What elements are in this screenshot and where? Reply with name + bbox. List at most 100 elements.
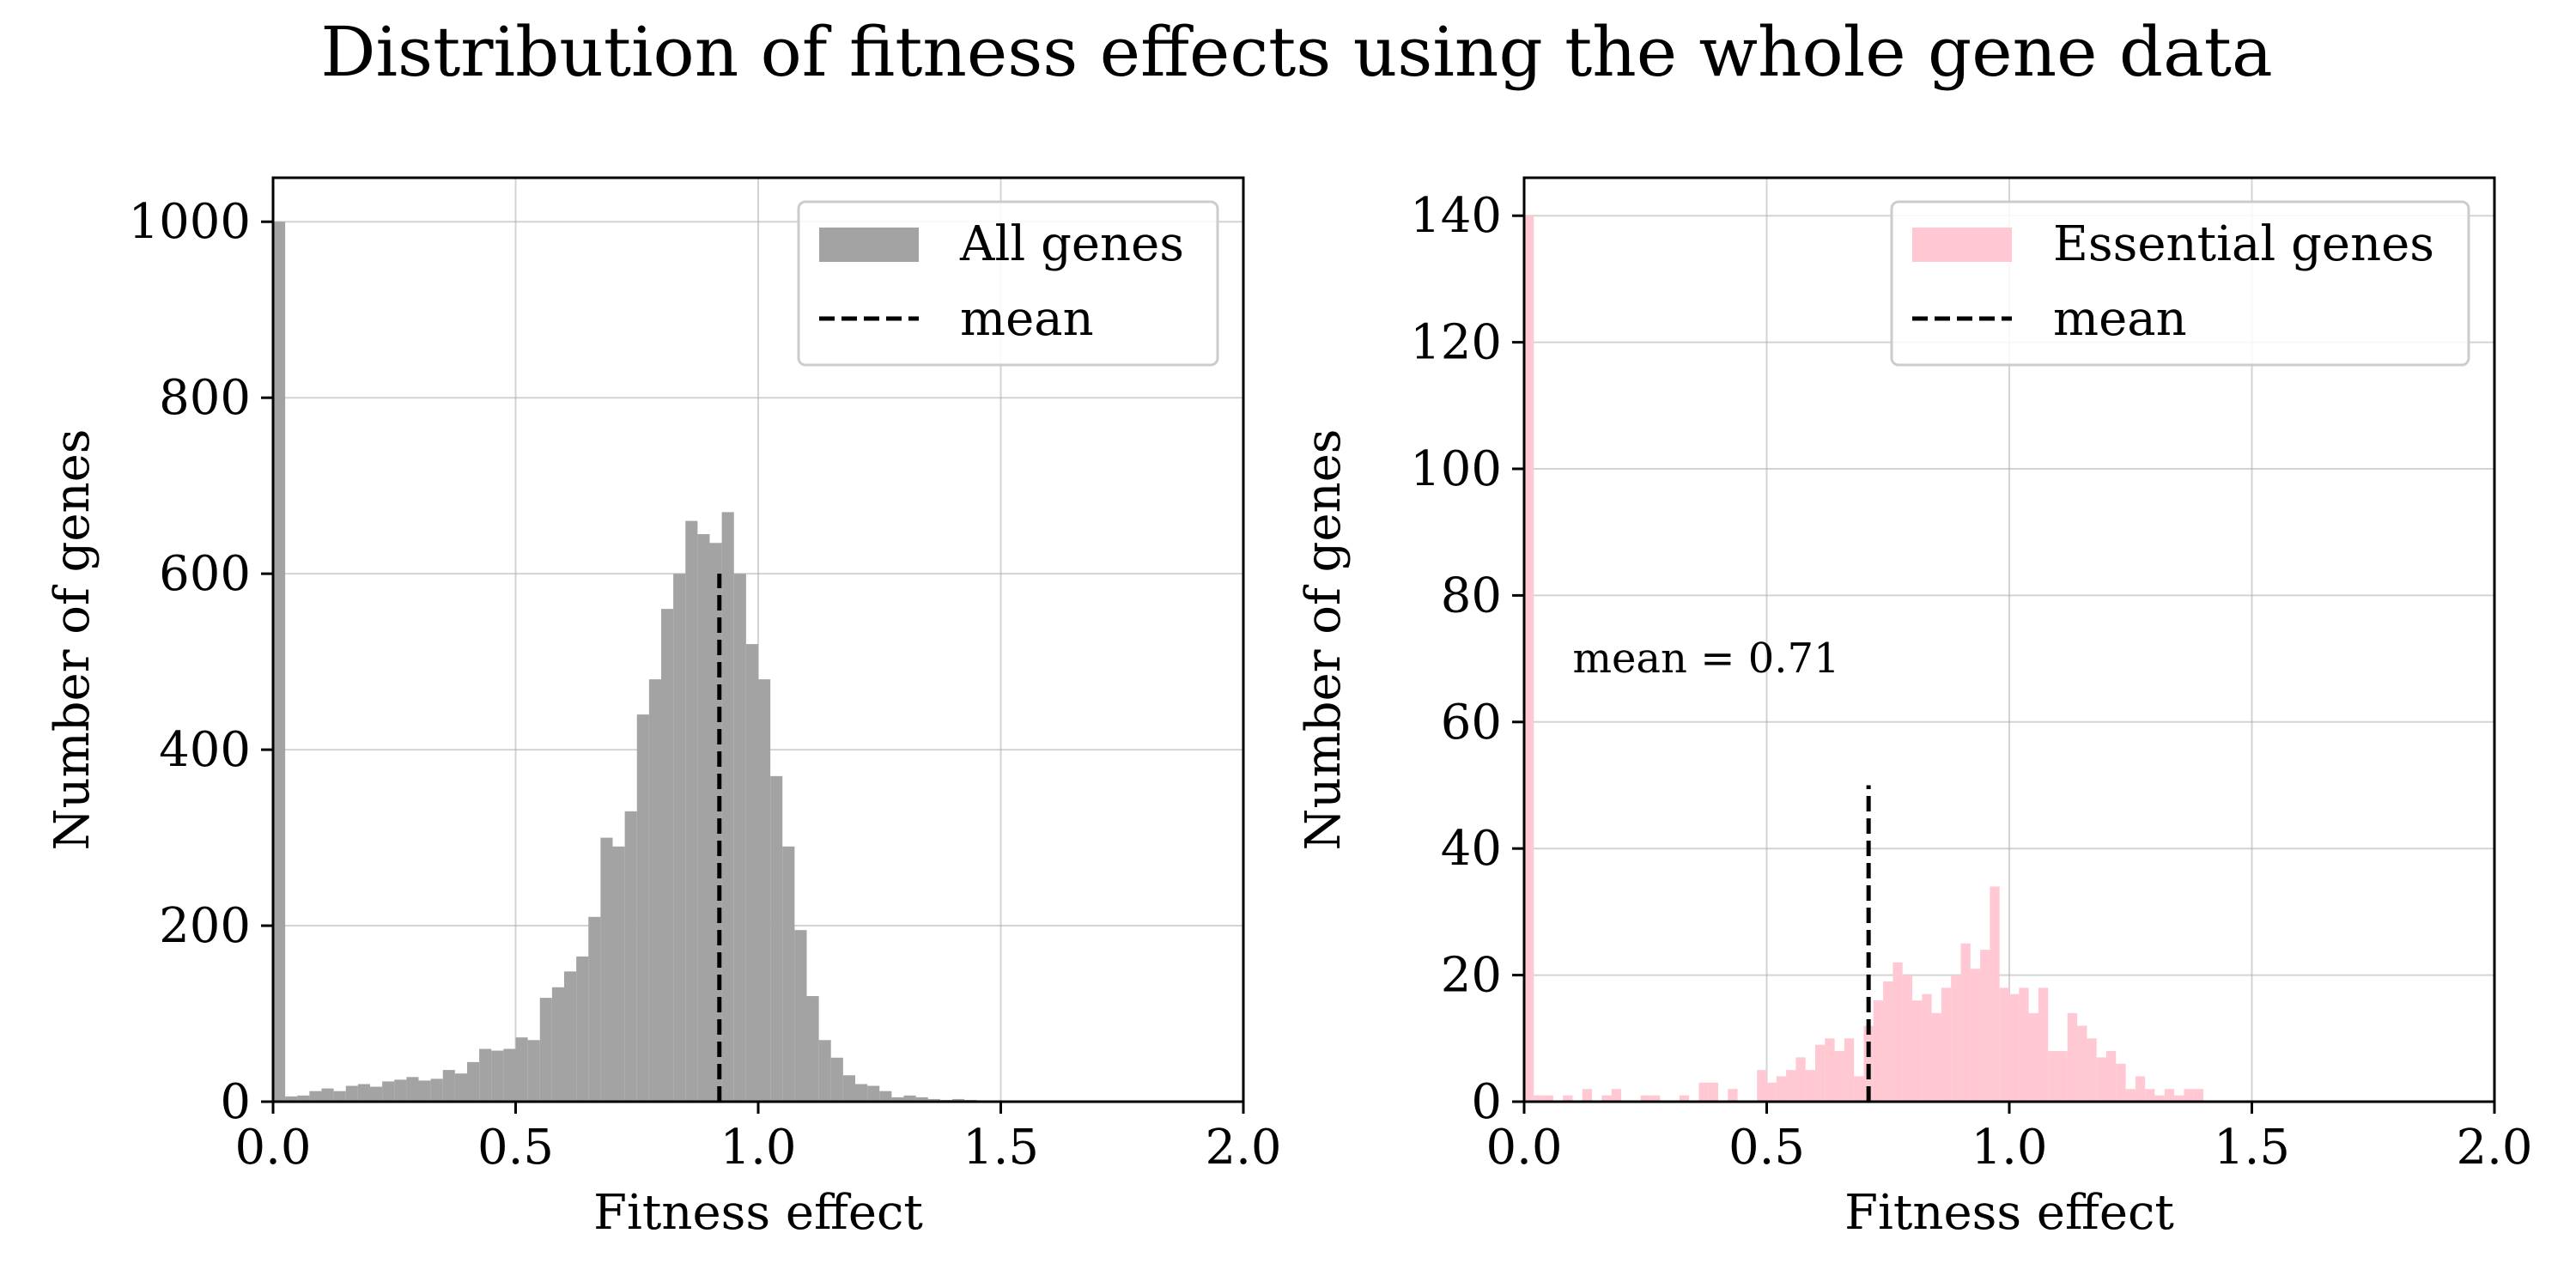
y-tick-label: 120 <box>1410 315 1502 371</box>
histogram-bar <box>2067 1012 2078 1102</box>
histogram-bar <box>1776 1076 1787 1102</box>
histogram-bar <box>1970 969 1981 1102</box>
histogram-bar <box>636 714 649 1102</box>
histogram-bar <box>697 534 710 1102</box>
legend: Essential genes mean <box>1890 200 2470 367</box>
histogram-bar <box>806 996 819 1102</box>
histogram-bar <box>442 1070 455 1102</box>
histogram-bar <box>1534 1095 1544 1102</box>
x-tick-label: 0.5 <box>477 1120 554 1176</box>
histogram-bar <box>345 1085 358 1102</box>
histogram-bar <box>491 1050 504 1102</box>
histogram-bar <box>1883 981 1893 1102</box>
histogram-bar <box>321 1088 334 1102</box>
histogram-bar <box>370 1086 383 1102</box>
y-axis-label: Number of genes <box>1296 429 1352 851</box>
histogram-bar <box>503 1048 516 1102</box>
histogram-bar <box>297 1095 310 1102</box>
legend-box <box>1890 200 2470 367</box>
histogram-bar <box>745 644 758 1102</box>
x-tick-label: 1.5 <box>2214 1120 2290 1176</box>
histogram-bar <box>1698 1082 1709 1102</box>
histogram-bar <box>1679 1095 1690 1102</box>
histogram-bar <box>333 1091 346 1102</box>
histogram-bar <box>1902 975 1912 1102</box>
histogram-bar <box>467 1061 480 1102</box>
histogram-bar <box>2057 1051 2068 1102</box>
legend: All genes mean <box>797 200 1219 367</box>
y-tick-label: 140 <box>1410 188 1502 244</box>
legend-label-mean: mean <box>960 291 1094 347</box>
histogram-bar <box>2028 1012 2038 1102</box>
histogram-bar <box>2087 1038 2097 1102</box>
y-tick-label: 20 <box>1441 948 1502 1004</box>
figure-title: Distribution of fitness effects using th… <box>320 12 2272 92</box>
histogram-bar <box>1582 1089 1593 1102</box>
histogram-bar <box>1640 1095 1650 1102</box>
histogram-bar <box>2019 987 2029 1102</box>
y-tick-label: 80 <box>1441 568 1502 623</box>
histogram-bar <box>770 775 783 1102</box>
histogram-bar <box>394 1079 407 1102</box>
y-tick-label: 100 <box>1410 441 1502 497</box>
histogram-bar <box>309 1091 322 1102</box>
legend-label-histogram: Essential genes <box>2053 216 2434 272</box>
histogram-bar <box>1601 1095 1612 1102</box>
histogram-bar <box>600 837 613 1102</box>
histogram-bar <box>539 998 552 1102</box>
y-tick-label: 0 <box>1471 1074 1502 1130</box>
x-tick-label: 2.0 <box>1205 1120 1281 1176</box>
histogram-bar <box>685 520 698 1102</box>
histogram-bar <box>1649 1095 1661 1102</box>
x-tick-label: 1.0 <box>720 1120 796 1176</box>
y-tick-label: 40 <box>1441 821 1502 877</box>
histogram-bar <box>2009 993 2020 1102</box>
histogram-bar <box>430 1078 443 1102</box>
histogram-bar <box>661 609 674 1102</box>
histogram-bar <box>2135 1076 2146 1102</box>
histogram-bar <box>2116 1063 2126 1102</box>
legend-swatch-histogram <box>1912 228 2012 262</box>
histogram-bar <box>818 1040 831 1102</box>
x-tick-label: 0.5 <box>1728 1120 1805 1176</box>
histogram-bar <box>1960 943 1971 1102</box>
histogram-bar <box>782 846 795 1102</box>
histogram-bar <box>2077 1025 2087 1102</box>
legend-label-mean: mean <box>2053 291 2187 347</box>
y-tick-label: 1000 <box>128 194 251 250</box>
histogram-bar <box>612 846 625 1102</box>
histogram-bar <box>1563 1095 1573 1102</box>
histogram-bar <box>2145 1089 2155 1102</box>
histogram-bar <box>927 1098 940 1102</box>
legend-label-histogram: All genes <box>959 216 1184 272</box>
histogram-bar <box>418 1080 431 1102</box>
histogram-bar <box>576 956 589 1102</box>
histogram-bar <box>1854 1076 1864 1102</box>
histogram-bar <box>1834 1051 1844 1102</box>
histogram-bar <box>673 574 686 1102</box>
histogram-bar <box>2164 1089 2175 1102</box>
histogram-bar <box>2174 1095 2184 1102</box>
x-tick-label: 1.0 <box>1971 1120 2047 1176</box>
histogram-bar <box>1990 886 2000 1102</box>
histogram-bar <box>1980 950 1990 1102</box>
histogram-bar <box>1999 987 2009 1102</box>
histogram-bar <box>648 679 661 1102</box>
histogram-bar <box>1844 1038 1855 1102</box>
histogram-bar <box>2048 1051 2058 1102</box>
histogram-bar <box>624 811 637 1102</box>
histogram-bar <box>1524 216 1534 1102</box>
histogram-bar <box>1708 1082 1718 1102</box>
histogram-bar <box>1766 1082 1777 1102</box>
y-tick-label: 800 <box>159 370 251 426</box>
histogram-bar <box>1922 993 1932 1102</box>
x-tick-label: 0.0 <box>1485 1120 1562 1176</box>
histogram-bar <box>891 1097 904 1102</box>
histogram-bar <box>758 679 771 1102</box>
histogram-bar <box>1815 1044 1826 1102</box>
x-axis-label: Fitness effect <box>1844 1185 2174 1241</box>
histogram-bar <box>527 1040 540 1102</box>
histogram-bar <box>1795 1057 1806 1102</box>
histogram-bar <box>952 1098 965 1102</box>
